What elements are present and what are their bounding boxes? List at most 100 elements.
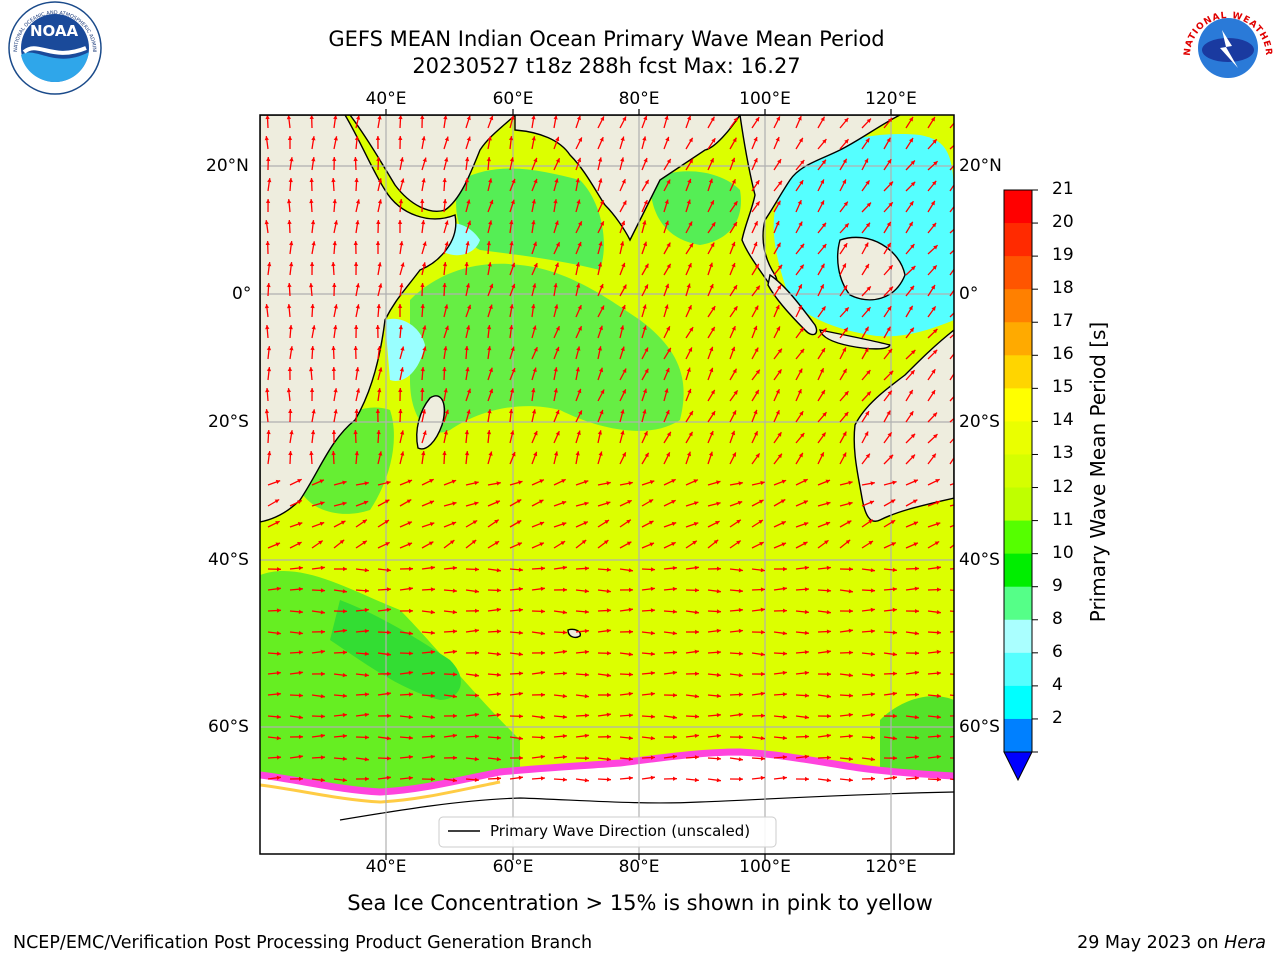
wave-arrow-head bbox=[332, 283, 337, 287]
wave-arrow-head bbox=[531, 220, 536, 225]
wave-arrow-head bbox=[510, 346, 515, 351]
wave-arrow-head bbox=[378, 283, 383, 288]
wave-arrow-head bbox=[775, 389, 780, 394]
wave-arrow-head bbox=[913, 542, 918, 547]
wave-arrow-head bbox=[606, 501, 611, 506]
wave-arrow-head bbox=[849, 650, 853, 655]
wave-arrow-head bbox=[826, 610, 831, 615]
wave-arrow-head bbox=[489, 199, 494, 205]
wave-arrow-head bbox=[909, 411, 914, 416]
wave-arrow-head bbox=[783, 608, 787, 613]
wave-arrow-head bbox=[486, 241, 491, 246]
colorbar-segment bbox=[1004, 223, 1032, 257]
wave-arrow-head bbox=[709, 367, 714, 373]
wave-arrow-head bbox=[518, 630, 523, 635]
wave-arrow-head bbox=[782, 651, 787, 656]
wave-arrow-head bbox=[584, 694, 589, 699]
wave-arrow-head bbox=[386, 607, 391, 612]
wave-arrow-head bbox=[584, 501, 589, 506]
wave-arrow-head bbox=[886, 242, 891, 248]
colorbar-segment bbox=[1004, 718, 1032, 753]
wave-arrow-head bbox=[822, 244, 827, 249]
wave-arrow-head bbox=[888, 181, 893, 186]
wave-arrow-head bbox=[672, 586, 677, 592]
wave-arrow-head bbox=[866, 286, 871, 291]
wave-arrow-head bbox=[320, 565, 325, 570]
wave-arrow-head bbox=[620, 409, 625, 414]
wave-arrow-head bbox=[887, 432, 892, 437]
wave-arrow-head bbox=[911, 266, 916, 271]
wave-arrow-head bbox=[561, 479, 566, 484]
wave-arrow-head bbox=[954, 433, 958, 437]
wave-arrow-head bbox=[913, 479, 918, 484]
wave-arrow-head bbox=[364, 607, 369, 613]
lon-label-bottom-100e: 100°E bbox=[739, 857, 791, 877]
wave-arrow-head bbox=[754, 263, 759, 269]
wave-arrow-head bbox=[584, 713, 589, 718]
wave-arrow-head bbox=[365, 735, 369, 740]
wave-arrow-head bbox=[797, 200, 802, 205]
wave-arrow-head bbox=[733, 201, 738, 206]
wave-arrow-head bbox=[909, 327, 914, 333]
wave-arrow-head bbox=[539, 499, 544, 504]
wave-arrow-head bbox=[871, 776, 875, 781]
wave-arrow-head bbox=[561, 522, 567, 527]
wave-arrow-head bbox=[892, 736, 897, 741]
wave-arrow-head bbox=[709, 346, 714, 352]
wave-arrow bbox=[949, 610, 954, 613]
wave-arrow-head bbox=[333, 115, 338, 120]
wave-arrow-head bbox=[465, 283, 470, 288]
wave-arrow-head bbox=[488, 178, 493, 183]
wave-arrow-head bbox=[687, 388, 692, 394]
wave-arrow-head bbox=[908, 389, 913, 395]
wave-arrow-head bbox=[804, 670, 809, 676]
wave-arrow-head bbox=[518, 607, 523, 613]
wave-arrow-head bbox=[844, 391, 849, 396]
lat-label-left-40s: 40°S bbox=[208, 550, 249, 570]
wave-arrow-head bbox=[309, 283, 314, 288]
wave-arrow-head bbox=[584, 672, 589, 677]
wave-arrow-head bbox=[488, 451, 493, 456]
wave-arrow-head bbox=[959, 778, 963, 782]
wave-arrow-head bbox=[931, 117, 935, 122]
wave-arrow-head bbox=[597, 430, 602, 435]
wave-arrow-head bbox=[650, 671, 655, 676]
wave-arrow-head bbox=[686, 283, 691, 288]
wave-arrow-head bbox=[442, 367, 447, 372]
wave-arrow-head bbox=[333, 409, 338, 414]
wave-arrow-head bbox=[732, 452, 736, 457]
wave-arrow-head bbox=[887, 306, 892, 311]
wave-arrow-head bbox=[276, 608, 281, 613]
wave-arrow-head bbox=[453, 672, 457, 677]
wave-arrow-head bbox=[864, 158, 869, 163]
wave-arrow-head bbox=[333, 388, 338, 393]
wave-arrow-head bbox=[267, 262, 272, 267]
wave-arrow-head bbox=[649, 542, 654, 547]
wave-arrow-head bbox=[364, 712, 369, 717]
wave-arrow-head bbox=[932, 222, 937, 228]
wave-arrow-head bbox=[399, 367, 404, 372]
wave-arrow-head bbox=[274, 499, 280, 504]
wave-arrow-head bbox=[342, 589, 347, 594]
wave-arrow-head bbox=[409, 651, 413, 656]
wave-arrow-head bbox=[298, 587, 303, 592]
wave-arrow-head bbox=[511, 368, 516, 373]
wave-arrow-head bbox=[822, 139, 827, 144]
wave-arrow-head bbox=[311, 136, 316, 141]
wave-arrow-head bbox=[886, 326, 891, 332]
wave-arrow-head bbox=[892, 587, 897, 592]
wave-arrow-head bbox=[309, 451, 314, 456]
wave-arrow-head bbox=[289, 346, 294, 351]
wave-arrow-head bbox=[827, 672, 831, 677]
wave-arrow-head bbox=[642, 325, 647, 330]
wave-arrow-head bbox=[533, 263, 538, 268]
wave-arrow-head bbox=[320, 649, 325, 654]
wave-arrow-head bbox=[689, 243, 694, 248]
wave-arrow-head bbox=[541, 692, 545, 697]
wave-arrow-head bbox=[848, 501, 853, 506]
wave-arrow-head bbox=[936, 610, 941, 615]
wave-arrow-head bbox=[600, 221, 604, 226]
wave-arrow-head bbox=[408, 735, 413, 740]
wave-arrow-head bbox=[494, 519, 499, 524]
wave-arrow-head bbox=[585, 756, 589, 761]
